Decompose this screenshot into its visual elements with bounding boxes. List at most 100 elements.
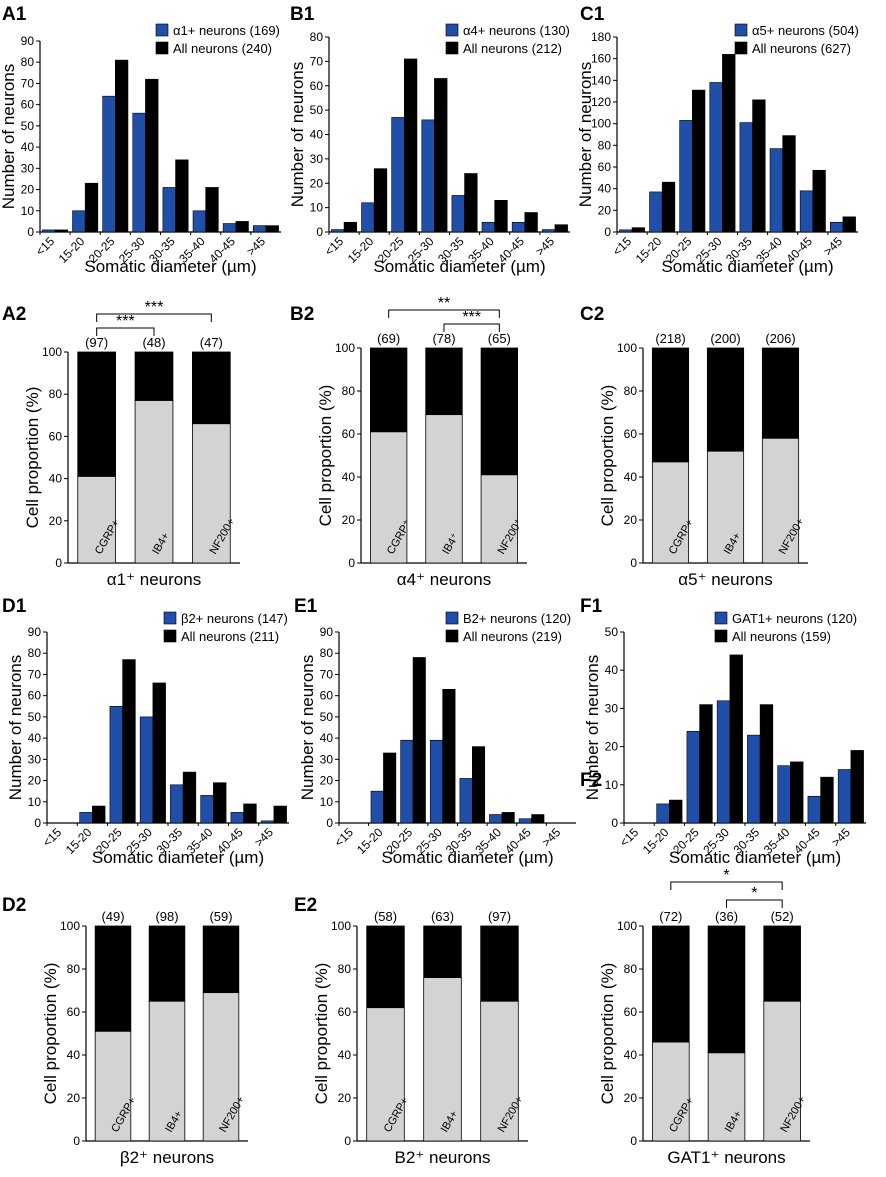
y-tick-label: 0 <box>316 225 323 239</box>
y-tick-label: 60 <box>49 429 63 443</box>
bar-all <box>175 159 189 233</box>
y-tick-label: 30 <box>310 152 324 166</box>
bar-subset <box>769 148 783 233</box>
bar-subset <box>79 812 93 824</box>
legend-swatch <box>714 611 728 625</box>
y-tick-label: 20 <box>49 514 63 528</box>
bar-positive <box>652 1041 690 1142</box>
y-axis-label: Cell proportion (%) <box>316 385 335 527</box>
bar-all <box>265 225 279 233</box>
bar-subset <box>807 795 821 824</box>
y-tick-label: 10 <box>320 795 334 809</box>
panel-c1: C1 0 20 40 60 80 100 120 140 160 180 Number of neur… <box>576 4 859 276</box>
y-tick-label: 0 <box>55 556 62 570</box>
bar-positive <box>192 423 231 564</box>
y-tick-label: 0 <box>27 225 34 239</box>
bar-all <box>850 750 864 824</box>
y-tick-label: 50 <box>320 710 334 724</box>
bar-all <box>145 78 159 233</box>
bar-all <box>820 776 834 824</box>
bar-positive <box>370 431 408 564</box>
significance-bracket <box>96 327 155 336</box>
y-tick-label: 40 <box>320 731 334 745</box>
bar-positive <box>134 400 174 564</box>
bar-all <box>631 227 646 233</box>
bar-subset <box>132 112 146 233</box>
legend-swatch <box>734 23 748 37</box>
panel-e1: E1 0 10 20 30 40 50 60 70 80 90 Number of neurons <1… <box>294 596 576 867</box>
bar-count-label: (78) <box>432 331 455 346</box>
legend-label: α1+ neurons (169) <box>173 23 280 38</box>
legend-label: B2+ neurons (120) <box>463 611 571 626</box>
y-tick-label: 40 <box>342 470 356 484</box>
x-category-label: <15 <box>332 825 357 850</box>
bar-negative <box>192 351 231 425</box>
x-category-label: >45 <box>821 234 846 259</box>
bar-positive <box>77 476 116 564</box>
bar-subset <box>829 221 844 233</box>
bar-count-label: (200) <box>710 331 740 346</box>
x-axis-label: Somatic diameter (µm) <box>373 257 545 276</box>
bar-subset <box>777 765 791 824</box>
y-tick-label: 30 <box>28 752 42 766</box>
y-tick-label: 50 <box>310 103 324 117</box>
significance-bracket <box>443 323 500 332</box>
bar-subset <box>170 784 184 824</box>
bar-all <box>383 752 397 824</box>
bar-subset <box>400 739 414 824</box>
legend-swatch <box>445 41 459 55</box>
y-tick-label: 20 <box>624 1091 638 1105</box>
bar-subset <box>679 120 693 233</box>
y-axis-label: Number of neurons <box>298 655 317 801</box>
bar-subset <box>200 795 214 824</box>
y-tick-label: 0 <box>34 816 41 830</box>
y-tick-label: 0 <box>344 1134 351 1148</box>
x-axis-label: Somatic diameter (µm) <box>661 257 833 276</box>
legend-swatch <box>155 41 169 55</box>
bar-subset <box>459 778 473 824</box>
y-tick-label: 60 <box>342 427 356 441</box>
y-axis-label: Number of neurons <box>0 64 18 210</box>
y-axis-label: Cell proportion (%) <box>598 963 617 1105</box>
bar-subset <box>192 210 206 233</box>
y-axis-label: Cell proportion (%) <box>23 387 42 529</box>
x-axis-label: α4⁺ neurons <box>397 570 491 589</box>
legend-swatch <box>714 629 728 643</box>
panel-label: A2 <box>2 304 26 325</box>
bar-all <box>472 746 486 824</box>
y-tick-label: 0 <box>326 816 333 830</box>
bar-positive <box>202 992 240 1142</box>
y-tick-label: 80 <box>310 30 324 44</box>
y-tick-label: 20 <box>605 740 619 754</box>
y-axis-label: Number of neurons <box>288 62 307 208</box>
bar-positive <box>707 1052 746 1142</box>
y-tick-label: 70 <box>310 54 324 68</box>
bar-negative <box>94 925 132 1032</box>
legend-label: All neurons (627) <box>752 41 851 56</box>
significance-label: * <box>751 885 757 902</box>
bar-subset <box>429 739 443 824</box>
panel-label: C1 <box>580 4 605 25</box>
bar-positive <box>148 1000 186 1142</box>
bar-all <box>524 212 538 233</box>
bar-all <box>182 771 197 824</box>
panel-label: C2 <box>580 304 604 325</box>
y-tick-label: 40 <box>67 1048 81 1062</box>
y-tick-label: 70 <box>320 667 334 681</box>
x-category-label: <15 <box>610 234 635 259</box>
y-tick-label: 50 <box>605 625 619 639</box>
bar-positive <box>480 474 518 564</box>
bar-all <box>412 657 426 824</box>
bar-all <box>722 54 736 233</box>
y-tick-label: 40 <box>28 731 42 745</box>
panel-label: D2 <box>2 895 26 916</box>
y-tick-label: 80 <box>624 962 638 976</box>
bar-negative <box>707 925 746 1054</box>
bar-subset <box>686 731 700 824</box>
y-tick-label: 30 <box>605 701 619 715</box>
bar-all <box>842 216 856 233</box>
significance-label: ** <box>438 295 450 312</box>
